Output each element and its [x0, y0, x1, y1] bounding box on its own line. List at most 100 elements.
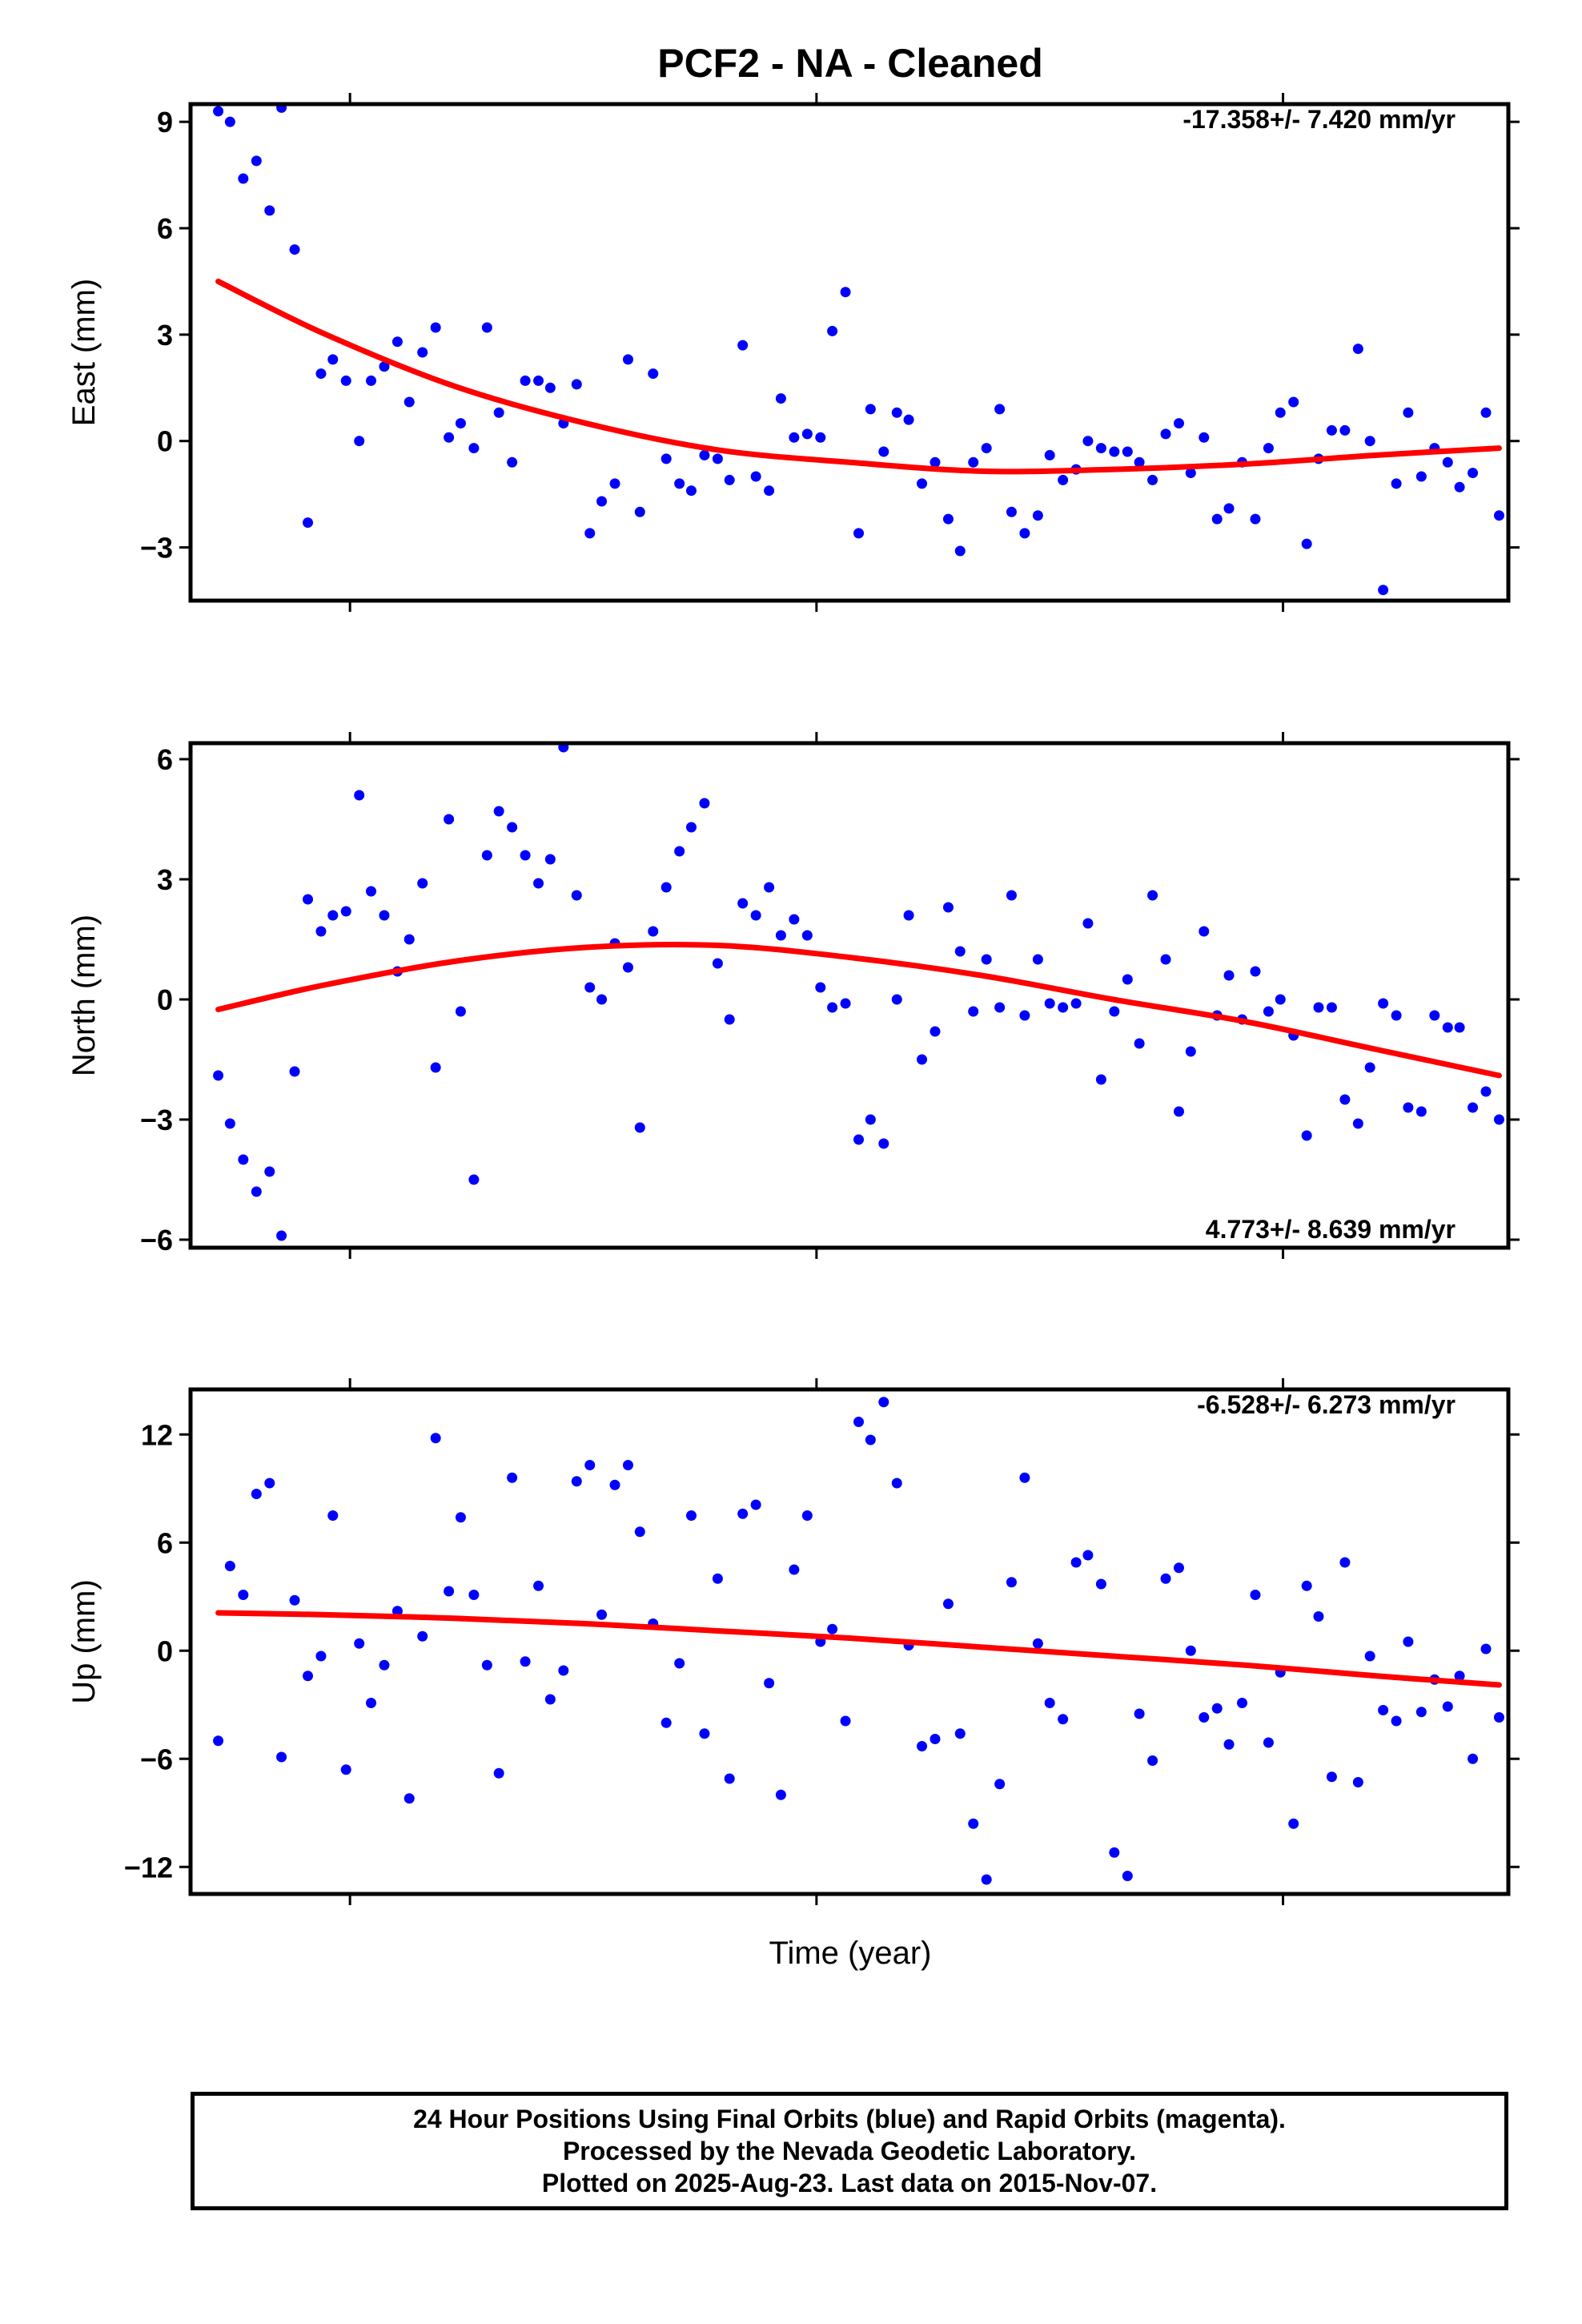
up-data-point: [1223, 1739, 1235, 1750]
east-fit-curve: [215, 278, 1502, 475]
east-data-point: [891, 407, 902, 418]
up-data-point: [213, 1735, 224, 1747]
north-data-point: [648, 926, 659, 937]
up-data-point: [699, 1728, 710, 1739]
north-data-point: [354, 790, 365, 801]
east-data-point: [1082, 436, 1094, 447]
east-data-point: [1006, 506, 1017, 517]
north-data-point: [468, 1174, 480, 1185]
east-data-point: [315, 368, 327, 380]
north-data-point: [1378, 998, 1389, 1009]
up-data-point: [1174, 1562, 1184, 1574]
north-data-point: [238, 1154, 249, 1165]
up-rate-label: -6.528+/- 6.273 mm/yr: [1197, 1390, 1456, 1419]
up-data-point: [840, 1715, 851, 1727]
east-data-point: [968, 456, 979, 468]
east-data-point: [1391, 478, 1402, 489]
east-data-point: [661, 453, 672, 464]
east-data-point: [764, 485, 775, 497]
north-data-point: [954, 946, 966, 957]
north-data-point: [917, 1054, 928, 1065]
north-data-point: [1468, 1102, 1479, 1113]
east-data-point: [1147, 474, 1158, 485]
north-data-point: [520, 850, 531, 861]
up-data-point: [1058, 1714, 1069, 1725]
east-data-point: [251, 155, 262, 167]
north-data-point: [1391, 1010, 1402, 1021]
up-ytick-label: 0: [157, 1634, 173, 1667]
north-data-point: [750, 910, 761, 921]
up-data-point: [327, 1510, 339, 1521]
north-data-point: [1223, 970, 1235, 981]
north-data-point: [1122, 974, 1133, 985]
east-data-point: [775, 393, 786, 404]
north-data-point: [1301, 1130, 1312, 1141]
east-data-point: [840, 287, 851, 298]
east-data-point: [1326, 424, 1337, 436]
east-ytick-label: 0: [157, 425, 173, 458]
north-data-point: [1493, 1114, 1504, 1125]
east-data-point: [1275, 407, 1286, 418]
up-data-point: [1391, 1715, 1402, 1727]
up-data-point: [930, 1734, 941, 1744]
north-data-point: [724, 1014, 735, 1025]
up-data-point: [609, 1479, 620, 1490]
up-data-point: [1211, 1703, 1223, 1714]
north-data-point: [533, 878, 544, 889]
north-data-point: [634, 1122, 645, 1133]
up-data-point: [1109, 1847, 1120, 1858]
north-data-point: [1006, 890, 1017, 901]
north-data-point: [840, 998, 851, 1009]
up-data-point: [507, 1472, 518, 1483]
north-data-point: [481, 850, 492, 861]
east-data-point: [853, 528, 865, 539]
east-data-point: [981, 443, 992, 454]
up-data-point: [1095, 1578, 1106, 1590]
up-data-point: [391, 1606, 403, 1617]
north-data-point: [1082, 918, 1094, 929]
east-data-point: [493, 407, 504, 418]
up-data-point: [853, 1417, 865, 1427]
up-data-point: [1326, 1771, 1337, 1783]
north-data-point: [571, 890, 582, 901]
north-data-point: [444, 814, 455, 825]
up-data-point: [379, 1659, 390, 1671]
up-data-point: [942, 1598, 954, 1610]
up-data-point: [634, 1526, 645, 1538]
up-data-point: [954, 1728, 966, 1739]
north-data-point: [1326, 1002, 1337, 1013]
east-data-point: [1134, 456, 1145, 468]
east-data-point: [815, 432, 826, 443]
up-data-point: [264, 1478, 275, 1489]
up-data-point: [584, 1460, 596, 1470]
east-data-point: [596, 496, 608, 507]
up-ytick-label: 6: [157, 1526, 173, 1559]
east-data-point: [1044, 449, 1055, 460]
up-data-point: [1339, 1557, 1351, 1568]
east-data-point: [571, 379, 582, 390]
north-ytick-label: −3: [140, 1104, 173, 1136]
east-data-point: [1174, 418, 1184, 429]
up-data-point: [1442, 1701, 1453, 1712]
north-data-point: [1032, 954, 1043, 965]
up-data-point: [750, 1499, 761, 1510]
north-data-point: [1019, 1010, 1030, 1021]
north-data-point: [1263, 1006, 1274, 1017]
east-data-point: [1095, 443, 1106, 454]
north-data-point: [674, 846, 685, 857]
up-data-point: [430, 1433, 441, 1444]
north-data-point: [930, 1026, 941, 1037]
north-data-point: [1174, 1106, 1184, 1117]
up-data-point: [1044, 1698, 1055, 1708]
east-ytick-label: 3: [157, 319, 173, 352]
east-data-point: [737, 340, 749, 351]
up-data-point: [533, 1580, 544, 1591]
east-data-point: [1378, 585, 1389, 596]
north-data-point: [366, 886, 377, 897]
north-data-point: [584, 982, 596, 993]
north-data-point: [1095, 1074, 1106, 1085]
up-data-point: [481, 1659, 492, 1671]
east-data-point: [1480, 407, 1492, 418]
up-data-point: [865, 1434, 876, 1445]
